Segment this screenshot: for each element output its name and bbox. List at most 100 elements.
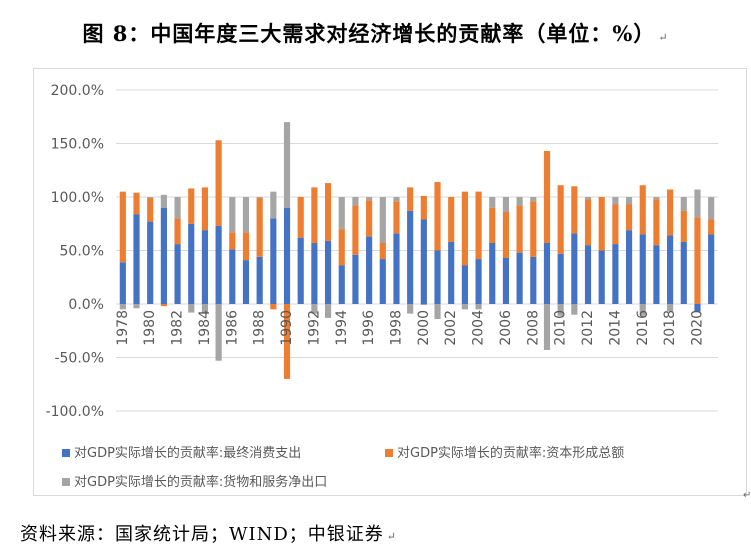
bar-net-exports (324, 304, 332, 318)
y-tick-label: 150.0% (51, 137, 104, 153)
bar-consumption (639, 234, 646, 304)
y-tick-label: 100.0% (51, 190, 104, 206)
legend-swatch-consumption (62, 448, 70, 457)
x-tick-label: 2008 (525, 310, 541, 346)
x-tick-label: 2016 (635, 310, 651, 346)
bar-consumption (420, 219, 427, 304)
bar-capital-formation (366, 200, 373, 237)
bar-capital-formation (311, 187, 318, 244)
bar-consumption (283, 207, 291, 304)
bar-consumption (557, 253, 564, 304)
bar-net-exports (516, 197, 523, 206)
bar-capital-formation (215, 140, 222, 226)
bar-capital-formation (420, 195, 427, 220)
chart-title: 图 8：中国年度三大需求对经济增长的贡献率（单位：%） ↵ (0, 18, 751, 48)
x-tick-label: 1994 (334, 310, 350, 346)
bar-consumption (366, 236, 373, 304)
y-tick-label: 50.0% (60, 244, 104, 260)
legend-item-net-exports: 对GDP实际增长的贡献率:货物和服务净出口 (62, 471, 327, 490)
bar-capital-formation (393, 201, 400, 234)
bar-consumption (119, 262, 126, 304)
bar-consumption (311, 243, 318, 304)
x-tick-label: 2018 (662, 310, 678, 346)
bar-capital-formation (612, 204, 619, 245)
bar-consumption (160, 207, 167, 304)
x-tick-label: 2020 (689, 310, 705, 346)
bar-net-exports (708, 197, 715, 220)
bar-consumption (475, 259, 482, 304)
bar-net-exports (694, 189, 701, 218)
source-text: 资料来源：国家统计局；WIND；中银证券 (20, 524, 384, 545)
bar-consumption (598, 250, 605, 304)
bar-consumption (694, 304, 701, 312)
x-tick-label: 1980 (142, 310, 158, 346)
paragraph-mark-icon: ↵ (658, 31, 669, 44)
x-tick-label: 1978 (115, 310, 131, 346)
bar-net-exports (543, 304, 551, 351)
y-tick-label: 200.0% (51, 83, 104, 99)
bar-consumption (338, 265, 345, 304)
bar-capital-formation (639, 185, 646, 235)
x-tick-label: 2000 (416, 310, 432, 346)
x-tick-label: 2012 (580, 310, 596, 346)
bar-consumption (352, 254, 359, 304)
bar-net-exports (256, 197, 263, 199)
bar-net-exports (502, 197, 510, 212)
x-tick-label: 1986 (224, 310, 240, 346)
bar-capital-formation (448, 197, 455, 242)
bar-capital-formation (584, 199, 592, 246)
bar-consumption (407, 210, 414, 304)
bar-capital-formation (407, 187, 414, 211)
bar-capital-formation (708, 219, 715, 235)
bar-net-exports (119, 304, 126, 310)
bar-net-exports (283, 122, 291, 208)
bar-capital-formation (242, 232, 250, 261)
bar-net-exports (147, 197, 154, 199)
bar-capital-formation (571, 186, 578, 234)
bar-capital-formation (598, 197, 605, 251)
bar-capital-formation (434, 182, 441, 251)
bar-net-exports (242, 197, 250, 233)
bar-capital-formation (119, 191, 126, 263)
bar-consumption (379, 259, 386, 304)
bar-net-exports (667, 304, 674, 312)
bar-consumption (147, 221, 154, 304)
bar-capital-formation (229, 232, 236, 250)
bar-net-exports (393, 197, 400, 202)
bar-consumption (653, 245, 660, 304)
bar-capital-formation (653, 199, 660, 246)
bar-capital-formation (489, 207, 496, 244)
bar-net-exports (379, 197, 386, 244)
y-tick-label: 0.0% (68, 297, 104, 313)
x-tick-label: 2004 (471, 310, 487, 346)
bar-net-exports (366, 197, 373, 201)
x-tick-label: 2014 (607, 310, 623, 346)
bar-net-exports (215, 304, 222, 361)
bar-net-exports (571, 304, 578, 315)
bar-consumption (393, 233, 400, 304)
bar-capital-formation (270, 304, 277, 310)
bar-capital-formation (352, 205, 359, 255)
bar-consumption (201, 230, 209, 304)
bar-consumption (543, 243, 551, 304)
bar-capital-formation (201, 187, 209, 231)
bar-capital-formation (283, 304, 291, 379)
bar-net-exports (201, 304, 209, 314)
bar-capital-formation (557, 185, 564, 254)
bar-consumption (502, 257, 510, 304)
bar-capital-formation (530, 201, 537, 257)
paragraph-mark-icon: ↵ (386, 530, 398, 543)
legend-swatch-net-exports (62, 477, 70, 486)
bar-consumption (297, 237, 304, 304)
legend-item-capital: 对GDP实际增长的贡献率:资本形成总额 (385, 442, 624, 461)
bar-net-exports (489, 197, 496, 208)
x-tick-label: 2006 (498, 310, 514, 346)
x-tick-label: 1998 (388, 310, 404, 346)
legend-label-capital: 对GDP实际增长的贡献率:资本形成总额 (397, 446, 625, 461)
chart-frame (33, 68, 747, 496)
bar-consumption (270, 218, 277, 304)
bar-net-exports (612, 197, 619, 205)
bar-consumption (256, 256, 263, 304)
bar-net-exports (311, 304, 318, 314)
bar-consumption (680, 241, 687, 304)
